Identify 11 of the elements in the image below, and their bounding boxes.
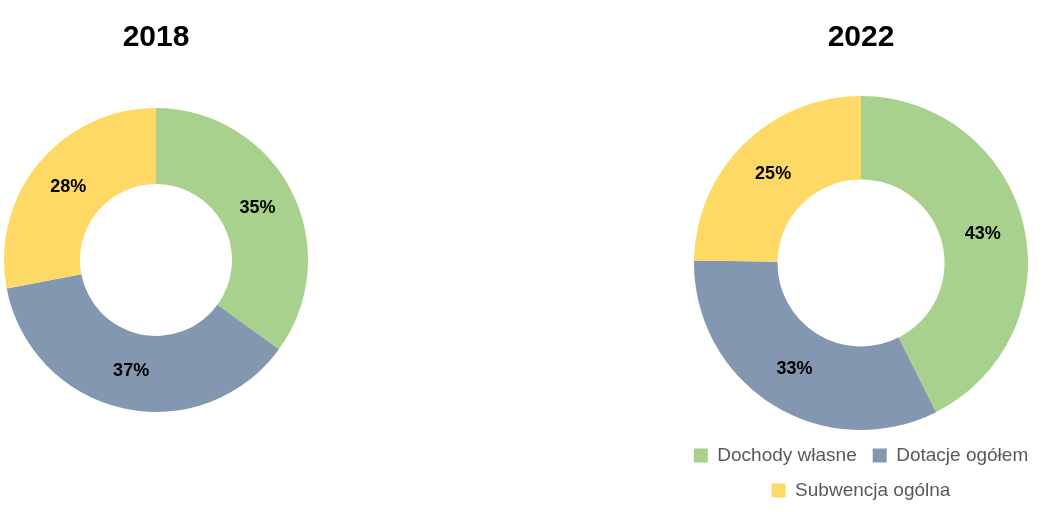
data-label: 35%: [239, 197, 276, 218]
legend-label: Dotacje ogółem: [896, 443, 1029, 465]
data-label: 37%: [113, 360, 150, 381]
legend-label: Subwencja ogólna: [795, 478, 951, 500]
chart-title: 2022: [827, 19, 895, 53]
legend-label: Dochody własne: [717, 443, 857, 465]
data-label: 43%: [964, 223, 1001, 244]
data-label: 28%: [50, 176, 87, 197]
data-label: 25%: [755, 162, 792, 183]
data-label: 33%: [776, 358, 813, 379]
chart-title: 2018: [122, 19, 190, 53]
